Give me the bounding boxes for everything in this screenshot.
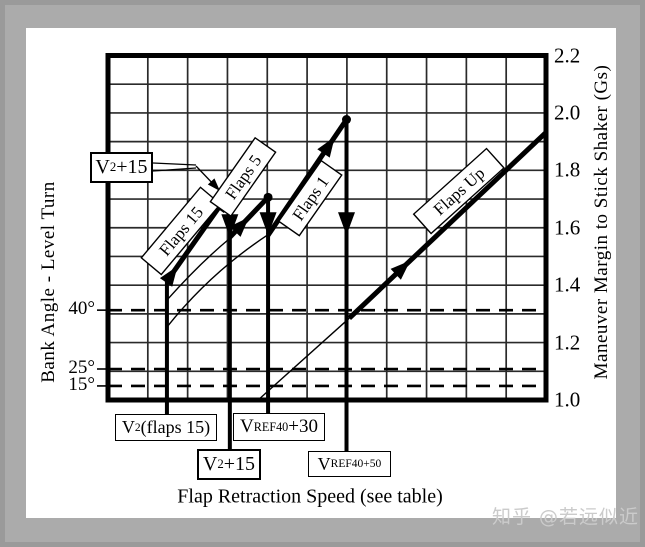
v2plus15-drop-arrow-icon — [221, 214, 239, 238]
flaps-up-line — [347, 130, 548, 320]
flaps-1-line-arrow-icon — [317, 136, 335, 158]
flap-label-box — [140, 186, 222, 276]
callout-leader-arrow-icon — [207, 178, 220, 191]
callout-leader-line — [152, 167, 197, 172]
flaps-5-extension — [166, 237, 231, 301]
vref40-50-drop-arrow-icon — [338, 212, 356, 236]
callout-leader — [152, 162, 218, 189]
bank-angle-lines — [97, 308, 546, 388]
vref40-30-drop-arrow-icon — [259, 212, 277, 236]
flap-label-box — [209, 136, 277, 218]
flaps-1-extension — [166, 234, 268, 328]
plot-border — [105, 53, 549, 403]
flap-label-box — [412, 147, 505, 235]
flap-label-box — [277, 159, 343, 237]
flaps-up-line-arrow-icon — [390, 260, 411, 280]
callout-leader-line — [152, 162, 197, 166]
flaps-5-line-arrow-icon — [229, 217, 249, 237]
grid — [108, 55, 546, 400]
flaps-up-extension — [257, 317, 350, 401]
flap-label: Flaps 5 — [209, 136, 277, 218]
flaps-15-line-arrow-icon — [159, 266, 178, 287]
